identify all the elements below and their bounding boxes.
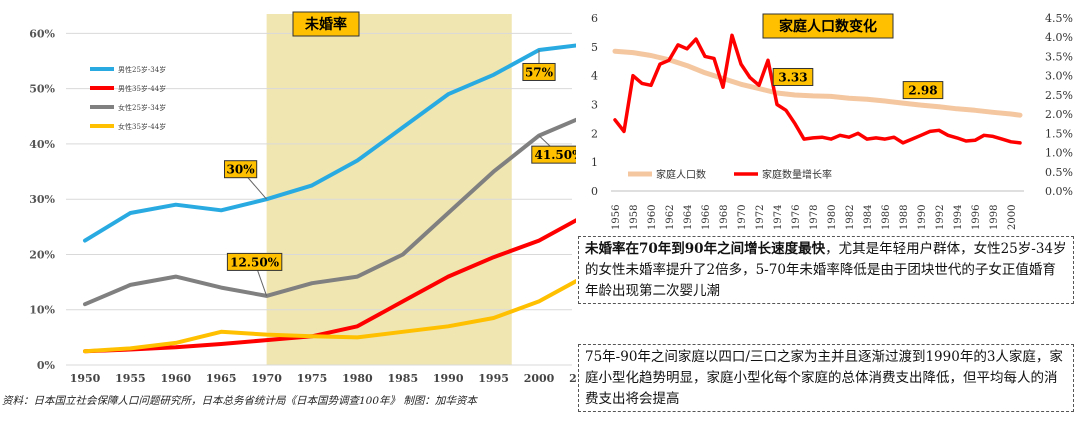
x-tick-label: 2000 [1007, 205, 1018, 230]
y-right-tick-label: 2.0% [1045, 108, 1073, 121]
series-line [83, 278, 576, 354]
legend-label: 男性35岁-44岁 [118, 84, 166, 93]
y-right-tick-label: 4.5% [1045, 12, 1073, 25]
annotation-label-box [902, 81, 944, 100]
x-tick-label: 1966 [701, 205, 712, 230]
annotation-label-box [772, 67, 814, 86]
x-tick-label: 1990 [917, 205, 928, 230]
x-tick-label: 1985 [387, 372, 418, 385]
chart-title: 家庭人口数变化 [779, 18, 877, 35]
annotation-label: 57% [525, 65, 554, 79]
legend-label: 女性35岁-44岁 [118, 122, 166, 131]
legend-label: 家庭人口数 [656, 168, 706, 181]
x-tick-label: 1980 [342, 372, 373, 385]
y-right-tick-label: 2.5% [1045, 89, 1073, 102]
annotation-label: 12.50% [230, 255, 280, 269]
chart-title-box [762, 13, 894, 39]
x-tick-label: 1970 [737, 205, 748, 230]
source-note: 资料：日本国立社会保障人口问题研究所，日本总务省统计局《日本国势调查100年》 … [2, 395, 477, 407]
annotation-label-box [224, 160, 258, 179]
x-tick-label: 1978 [809, 205, 820, 230]
y-tick-label: 20% [29, 248, 55, 261]
x-tick-label: 1998 [989, 205, 1000, 230]
x-tick-label: 1990 [433, 372, 464, 385]
x-tick-label: 1965 [206, 372, 237, 385]
y-left-tick-label: 1 [591, 156, 598, 169]
annotation-label: 30% [227, 163, 256, 177]
annotation-label-box [522, 62, 556, 81]
x-tick-label: 1974 [773, 205, 784, 230]
x-tick-label: 1986 [881, 205, 892, 230]
y-tick-label: 40% [29, 138, 55, 151]
x-tick-label: 1968 [719, 205, 730, 230]
x-tick-label: 1960 [647, 205, 658, 230]
unmarried-rate-note-text: ，尤其是年轻用户群体，女性25岁-34岁的女性未婚率提升了2倍多，5-70年未婚… [585, 241, 1067, 299]
x-tick-label: 1964 [683, 205, 694, 230]
legend-label: 家庭数量增长率 [762, 168, 832, 181]
series-line [83, 218, 576, 354]
x-tick-label: 1956 [611, 205, 622, 230]
x-tick-label: 1980 [827, 205, 838, 230]
annotation-label-box [226, 252, 283, 271]
legend-label: 男性25岁-34岁 [118, 65, 166, 74]
y-tick-label: 30% [29, 193, 55, 206]
x-tick-label: 1958 [629, 205, 640, 230]
y-right-tick-label: 4.0% [1045, 31, 1073, 44]
y-right-tick-label: 1.0% [1045, 147, 1073, 160]
y-tick-label: 0% [37, 359, 56, 372]
series-line [612, 48, 1023, 118]
y-left-tick-label: 5 [591, 41, 598, 54]
y-right-tick-label: 0.0% [1045, 185, 1073, 198]
y-tick-label: 50% [29, 83, 55, 96]
series-line [83, 43, 576, 243]
y-right-tick-label: 3.0% [1045, 70, 1073, 83]
x-tick-label: 1992 [935, 205, 946, 230]
y-tick-label: 10% [29, 304, 55, 317]
chart-title: 未婚率 [305, 16, 347, 33]
y-left-tick-label: 0 [591, 185, 598, 198]
x-tick-label: 1972 [755, 205, 766, 230]
x-tick-label: 1984 [863, 205, 874, 230]
annotation-label-box [531, 145, 576, 164]
x-tick-label: 1988 [899, 205, 910, 230]
unmarried-rate-note: 未婚率在70年到90年之间增长速度最快，尤其是年轻用户群体，女性25岁-34岁的… [578, 236, 1074, 304]
x-tick-label: 2005 [569, 372, 576, 385]
y-left-tick-label: 4 [591, 70, 598, 83]
y-tick-label: 60% [29, 27, 55, 40]
x-tick-label: 1994 [953, 205, 964, 230]
x-tick-label: 1996 [971, 205, 982, 230]
x-tick-label: 1962 [665, 205, 676, 230]
x-tick-label: 1955 [115, 372, 146, 385]
annotation-label: 3.33 [778, 70, 807, 84]
series-line [613, 33, 1022, 145]
household-note: 75年-90年之间家庭以四口/三口之家为主并且逐渐过渡到1990年的3人家庭，家… [578, 344, 1074, 412]
chart-title-box [292, 11, 360, 37]
x-tick-label: 1970 [251, 372, 282, 385]
y-right-tick-label: 0.5% [1045, 166, 1073, 179]
y-left-tick-label: 3 [591, 99, 598, 112]
x-tick-label: 1950 [70, 372, 101, 385]
x-tick-label: 1976 [791, 205, 802, 230]
y-right-tick-label: 3.5% [1045, 50, 1073, 63]
x-tick-label: 2000 [524, 372, 555, 385]
y-left-tick-label: 2 [591, 127, 598, 140]
annotation-label: 41.50% [535, 148, 576, 162]
y-right-tick-label: 1.5% [1045, 127, 1073, 140]
highlight-band [266, 14, 512, 365]
x-tick-label: 1960 [160, 372, 191, 385]
x-tick-label: 1995 [478, 372, 509, 385]
marriage-rate-chart: 0% 10% 20% 30% 40% 50% 60% 1950 1955 1960 1965 1970… [29, 11, 576, 385]
unmarried-rate-note-bold: 未婚率在70年到90年之间增长速度最快 [585, 241, 826, 257]
x-tick-label: 1975 [297, 372, 328, 385]
legend-label: 女性25岁-34岁 [118, 103, 166, 112]
series-line [83, 117, 576, 307]
x-tick-label: 1982 [845, 205, 856, 230]
household-size-chart: 0 1 2 3 4 5 6 0.0% 0.5% 1.0% 1.5% 2.0% 2.5% 3.0% 3.5% 4… [591, 12, 1073, 230]
y-left-tick-label: 6 [591, 12, 598, 25]
annotation-label: 2.98 [908, 84, 937, 98]
